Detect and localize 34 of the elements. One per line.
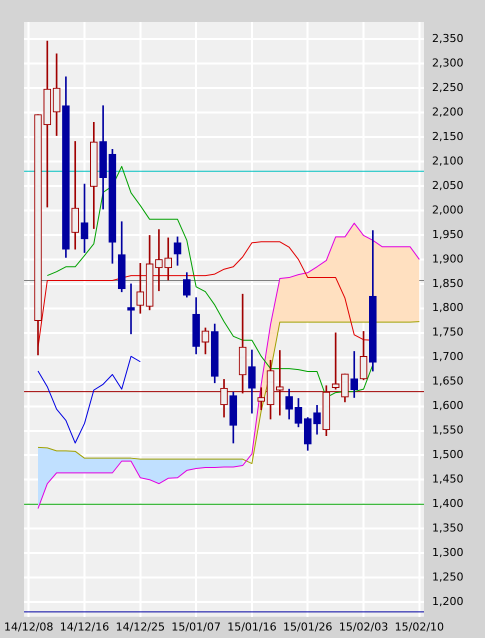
x-tick-label: 15/01/26: [283, 620, 332, 634]
y-tick-label: 1,950: [432, 228, 464, 241]
y-tick-label: 1,600: [432, 399, 464, 412]
y-tick-label: 1,300: [432, 546, 464, 560]
x-tick-label: 14/12/08: [4, 620, 54, 634]
y-tick-label: 2,300: [432, 56, 464, 70]
y-tick-label: 1,850: [432, 276, 464, 290]
candlestick: [127, 284, 135, 334]
x-tick-label: 14/12/25: [116, 620, 166, 634]
y-tick-label: 2,050: [432, 178, 464, 192]
y-tick-label: 1,250: [432, 570, 464, 584]
y-tick-label: 1,800: [432, 301, 464, 314]
y-tick-label: 1,350: [432, 522, 464, 535]
y-tick-label: 2,000: [432, 203, 464, 216]
x-tick-label: 14/12/16: [60, 620, 110, 634]
y-tick-label: 1,200: [432, 594, 464, 608]
y-tick-label: 1,550: [432, 424, 464, 437]
x-tick-label: 15/01/16: [227, 620, 277, 634]
y-tick-label: 2,150: [432, 130, 464, 143]
x-tick-label: 15/02/03: [338, 620, 388, 634]
candlestick: [80, 184, 88, 253]
y-tick-label: 1,650: [432, 374, 464, 388]
y-tick-label: 1,500: [432, 448, 464, 462]
x-tick-label: 15/02/10: [394, 620, 444, 634]
y-tick-label: 2,200: [432, 105, 464, 118]
y-tick-label: 1,900: [432, 252, 464, 266]
y-tick-label: 1,700: [432, 350, 464, 364]
y-tick-label: 2,250: [432, 80, 464, 94]
x-tick-label: 15/01/07: [171, 620, 221, 634]
y-tick-label: 1,400: [432, 497, 464, 510]
y-tick-label: 1,450: [432, 472, 464, 486]
y-tick-label: 2,100: [432, 154, 464, 168]
y-tick-label: 1,750: [432, 326, 464, 339]
y-tick-label: 2,350: [432, 32, 464, 45]
